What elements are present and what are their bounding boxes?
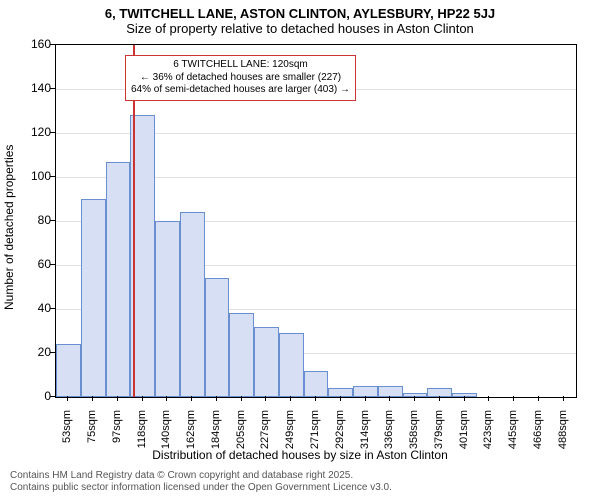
annotation-line-3: 64% of semi-detached houses are larger (… — [131, 84, 350, 97]
histogram-bar — [81, 199, 106, 397]
x-tick-mark — [142, 396, 143, 401]
y-tick-mark — [50, 176, 55, 177]
x-tick-label: 488sqm — [557, 410, 569, 470]
x-tick-label: 205sqm — [235, 410, 247, 470]
y-tick-label: 20 — [11, 345, 51, 359]
histogram-bar — [254, 327, 279, 397]
x-tick-mark — [166, 396, 167, 401]
histogram-bar — [56, 344, 81, 397]
x-tick-mark — [67, 396, 68, 401]
x-tick-mark — [464, 396, 465, 401]
x-tick-mark — [216, 396, 217, 401]
y-tick-mark — [50, 88, 55, 89]
histogram-bar — [452, 393, 477, 397]
y-tick-label: 40 — [11, 301, 51, 315]
y-tick-label: 120 — [11, 125, 51, 139]
x-tick-label: 423sqm — [482, 410, 494, 470]
x-tick-mark — [563, 396, 564, 401]
histogram-bar — [180, 212, 205, 397]
x-tick-label: 75sqm — [86, 410, 98, 470]
x-tick-label: 53sqm — [61, 410, 73, 470]
y-tick-label: 100 — [11, 169, 51, 183]
annotation-line-2: ← 36% of detached houses are smaller (22… — [131, 72, 350, 85]
y-tick-label: 60 — [11, 257, 51, 271]
y-tick-label: 0 — [11, 389, 51, 403]
histogram-bar — [427, 388, 452, 397]
y-tick-mark — [50, 308, 55, 309]
x-tick-label: 97sqm — [111, 410, 123, 470]
x-tick-mark — [191, 396, 192, 401]
x-tick-mark — [389, 396, 390, 401]
footer-line-2: Contains public sector information licen… — [10, 482, 392, 494]
y-tick-label: 140 — [11, 81, 51, 95]
histogram-bar — [279, 333, 304, 397]
x-tick-label: 227sqm — [259, 410, 271, 470]
x-tick-mark — [340, 396, 341, 401]
y-tick-mark — [50, 220, 55, 221]
x-tick-label: 358sqm — [408, 410, 420, 470]
x-tick-label: 292sqm — [334, 410, 346, 470]
x-tick-label: 445sqm — [507, 410, 519, 470]
x-tick-mark — [538, 396, 539, 401]
x-tick-label: 184sqm — [210, 410, 222, 470]
x-tick-label: 162sqm — [185, 410, 197, 470]
x-tick-label: 336sqm — [383, 410, 395, 470]
y-tick-label: 80 — [11, 213, 51, 227]
x-tick-mark — [315, 396, 316, 401]
x-tick-mark — [290, 396, 291, 401]
x-tick-mark — [117, 396, 118, 401]
x-tick-mark — [414, 396, 415, 401]
footer: Contains HM Land Registry data © Crown c… — [10, 470, 392, 494]
x-tick-mark — [439, 396, 440, 401]
histogram-bar — [229, 313, 254, 397]
x-tick-mark — [513, 396, 514, 401]
title-main: 6, TWITCHELL LANE, ASTON CLINTON, AYLESB… — [0, 0, 600, 21]
histogram-bar — [205, 278, 230, 397]
y-tick-mark — [50, 44, 55, 45]
y-tick-mark — [50, 352, 55, 353]
x-tick-label: 271sqm — [309, 410, 321, 470]
y-tick-label: 160 — [11, 37, 51, 51]
x-tick-mark — [241, 396, 242, 401]
annotation-box: 6 TWITCHELL LANE: 120sqm ← 36% of detach… — [125, 55, 356, 101]
histogram-bar — [304, 371, 329, 397]
histogram-bar — [106, 162, 131, 397]
x-tick-label: 466sqm — [532, 410, 544, 470]
y-tick-mark — [50, 132, 55, 133]
y-tick-mark — [50, 396, 55, 397]
x-tick-mark — [488, 396, 489, 401]
x-tick-label: 314sqm — [359, 410, 371, 470]
histogram-bar — [155, 221, 180, 397]
histogram-bar — [328, 388, 353, 397]
y-tick-mark — [50, 264, 55, 265]
histogram-bar — [353, 386, 378, 397]
footer-line-1: Contains HM Land Registry data © Crown c… — [10, 470, 392, 482]
title-sub: Size of property relative to detached ho… — [0, 21, 600, 40]
x-tick-label: 249sqm — [284, 410, 296, 470]
x-tick-label: 118sqm — [136, 410, 148, 470]
x-tick-mark — [365, 396, 366, 401]
x-tick-label: 379sqm — [433, 410, 445, 470]
x-tick-label: 401sqm — [458, 410, 470, 470]
annotation-line-1: 6 TWITCHELL LANE: 120sqm — [131, 59, 350, 72]
x-tick-mark — [265, 396, 266, 401]
x-tick-mark — [92, 396, 93, 401]
x-tick-label: 140sqm — [160, 410, 172, 470]
